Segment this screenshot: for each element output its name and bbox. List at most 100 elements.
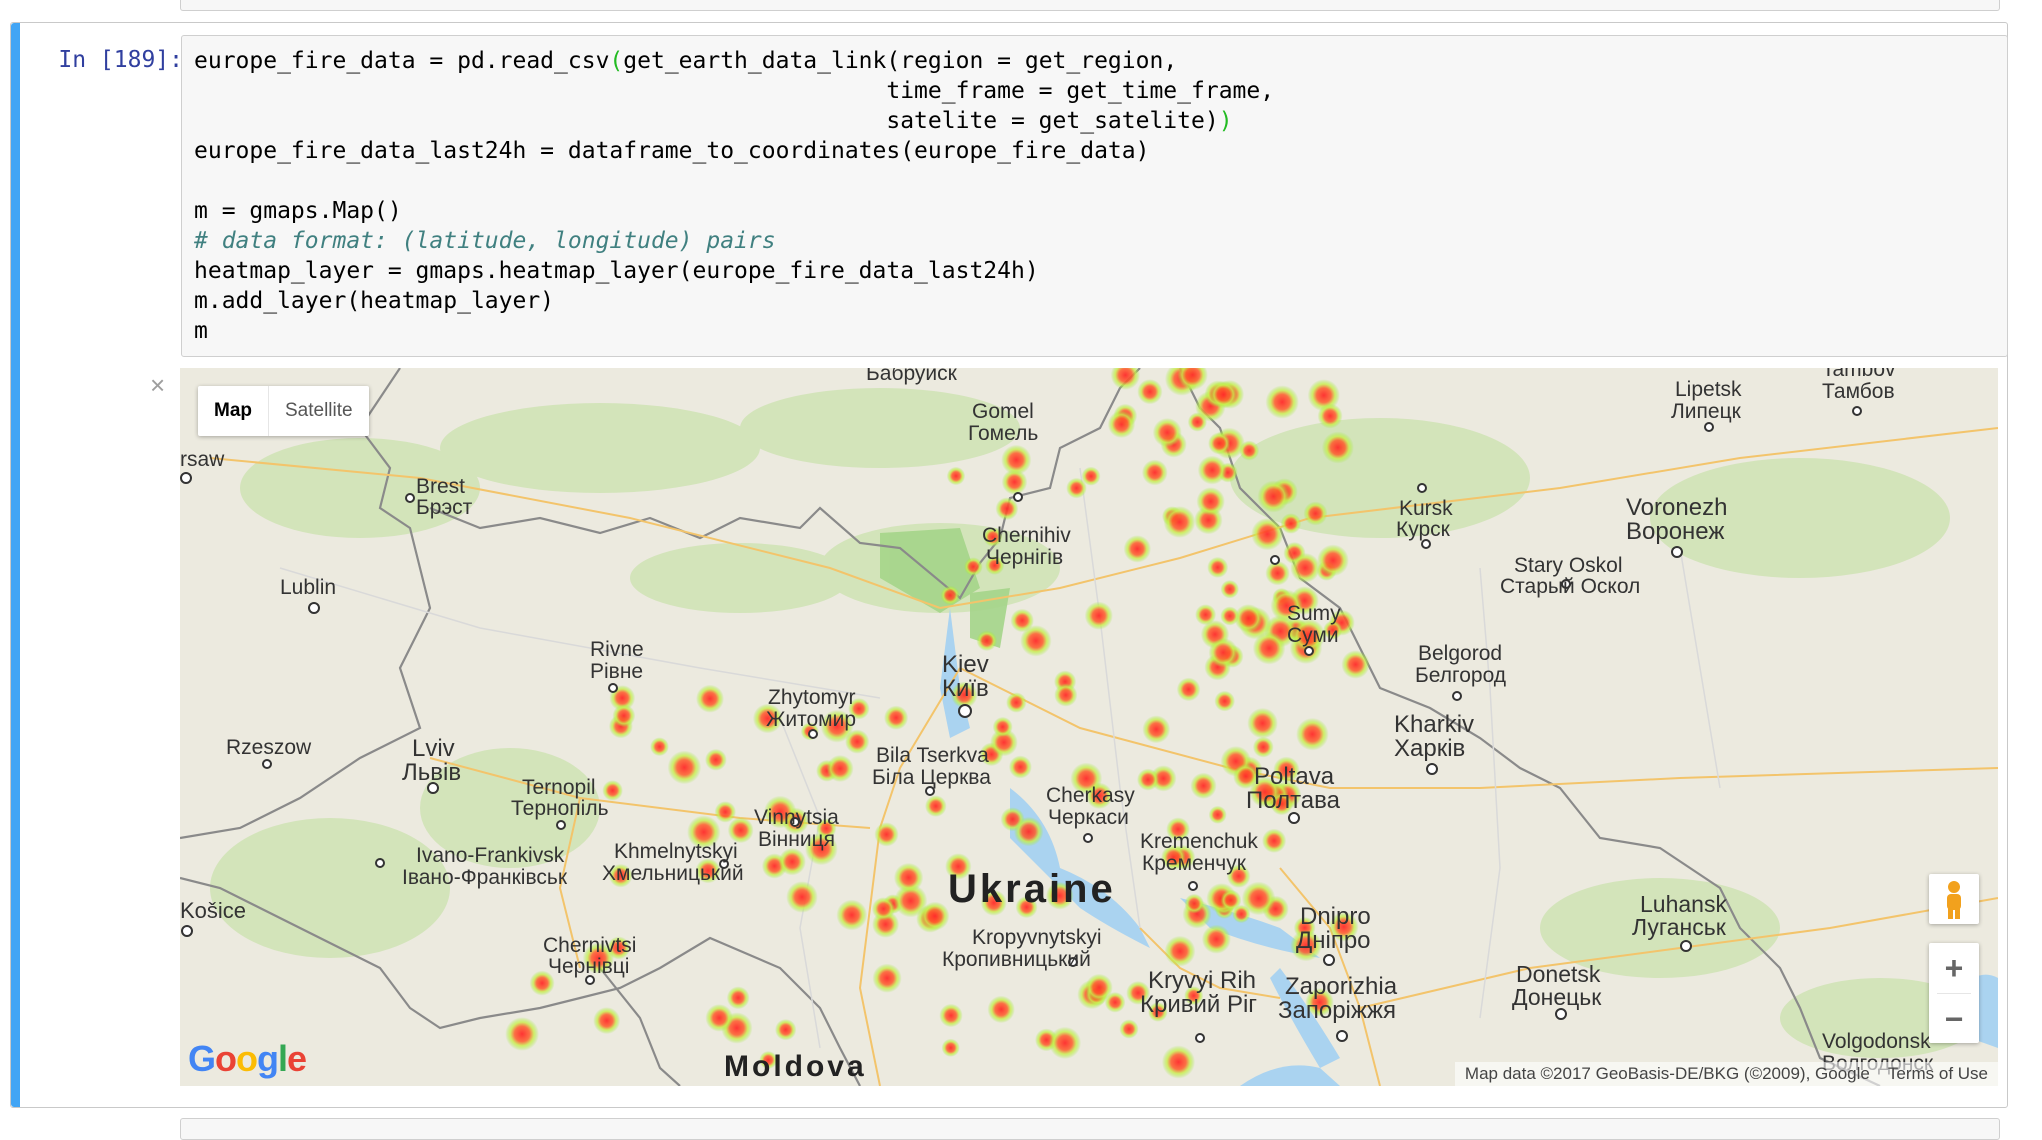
cell-selection-bar [11, 23, 20, 1107]
heat-blob [1220, 580, 1240, 599]
map-data-credit: Map data ©2017 GeoBasis-DE/BKG (©2009), … [1464, 1064, 1870, 1083]
street-view-pegman-button[interactable] [1929, 874, 1979, 924]
zoom-divider [1937, 993, 1971, 994]
heat-blob [763, 795, 797, 829]
city-label-dnipro-ua: Дніпро [1296, 927, 1371, 954]
heat-blob [1176, 677, 1201, 702]
heat-blob [1252, 736, 1274, 758]
heat-blob [1015, 896, 1038, 919]
heat-blob [602, 780, 623, 801]
heat-blob [1054, 683, 1078, 707]
heat-blob [1220, 606, 1240, 626]
heat-blob [1323, 620, 1343, 640]
heat-blob [1001, 444, 1032, 475]
heat-blob [1006, 692, 1027, 713]
heat-blob [1152, 418, 1182, 447]
city-label-volgodonsk: Volgodonsk [1822, 1030, 1931, 1053]
heat-blob [1201, 924, 1231, 954]
heat-blob [705, 1004, 733, 1032]
map-canvas[interactable]: Бабруйск Gomel Гомель rsaw Brest Брэст L… [180, 368, 1998, 1086]
heat-blob [992, 716, 1013, 737]
heat-blob [1290, 552, 1321, 583]
city-label-kharkiv-ua: Харків [1394, 735, 1465, 762]
map-attribution: Map data ©2017 GeoBasis-DE/BKG (©2009), … [1454, 1062, 1998, 1086]
city-label-khmelnytskyi: Khmelnytskyi [614, 840, 738, 863]
city-label-tambov-ru: Тамбов [1822, 380, 1895, 403]
city-label-kursk-ru: Курск [1396, 518, 1451, 541]
city-label-kiev-ua: Київ [942, 675, 989, 702]
city-label-chernivtsi: Chernivtsi [543, 934, 636, 957]
country-borders [180, 368, 1881, 1086]
city-label-rivne-ua: Рівне [590, 660, 643, 683]
city-label-brest-ru: Брэст [416, 496, 473, 519]
city-label-kharkiv: Kharkiv [1394, 711, 1474, 738]
heat-blob [884, 705, 909, 730]
city-label-kropyvnytskyi: Kropyvnytskyi [972, 926, 1102, 949]
code-line: get_earth_data_link(region = get_region, [623, 48, 1178, 74]
city-label-belgorod: Belgorod [1418, 642, 1502, 665]
heat-blob [1066, 477, 1087, 499]
zoom-out-button[interactable]: − [1944, 1001, 1964, 1037]
input-prompt: In [189]: [58, 47, 183, 73]
heat-blob [1163, 506, 1196, 538]
map-type-map-button[interactable]: Map [198, 386, 269, 436]
heat-blob [505, 1017, 539, 1051]
heat-blob [980, 889, 1007, 916]
heat-blob [1107, 410, 1136, 438]
heat-blob [871, 897, 896, 921]
heat-blob [714, 801, 736, 823]
heat-blob [946, 466, 966, 486]
heat-blob [1110, 368, 1141, 390]
heat-blob [650, 737, 669, 757]
city-label-babruysk: Бабруйск [866, 368, 958, 385]
heat-blob [1270, 589, 1303, 622]
zoom-control: + − [1929, 943, 1979, 1043]
city-label-zhytomyr-ua: Житомир [766, 708, 856, 731]
heat-blob [1262, 828, 1287, 853]
city-label-gomel: Gomel [972, 400, 1034, 423]
heat-blob [1184, 893, 1204, 914]
city-label-vinnytsia-ua: Вінниця [758, 828, 835, 851]
heat-blob [1247, 707, 1278, 739]
city-label-chernihiv: Chernihiv [982, 524, 1071, 547]
code-line: heatmap_layer = gmaps.heatmap_layer(euro… [194, 258, 1039, 284]
city-label-donetsk-ua: Донецьк [1512, 984, 1602, 1010]
minor-roads [279, 467, 1721, 1049]
heat-blob [985, 555, 1005, 575]
city-label-kursk: Kursk [1399, 497, 1453, 520]
heat-blob [976, 630, 998, 651]
city-label-kropyvnytskyi-ua: Кропивницький [942, 948, 1091, 971]
heat-blob [1249, 776, 1281, 808]
heat-blob [1014, 816, 1044, 847]
heat-blob [1317, 403, 1343, 429]
terms-of-use-link[interactable]: Terms of Use [1887, 1064, 1988, 1083]
zoom-in-button[interactable]: + [1944, 950, 1964, 986]
code-editor[interactable]: europe_fire_data = pd.read_csv(get_earth… [181, 35, 2008, 357]
heat-blob [1226, 864, 1251, 888]
heat-blob [1126, 981, 1150, 1005]
heat-blob [1177, 368, 1208, 391]
heat-blob [1208, 432, 1231, 455]
code-bracket: ) [1218, 108, 1233, 134]
heat-blob [1137, 768, 1159, 791]
heat-blob [1257, 480, 1290, 513]
city-label-kremenchuk: Kremenchuk [1140, 830, 1258, 853]
city-label-stary-oskol: Stary Oskol [1514, 554, 1623, 577]
city-label-zaporizhia-ua: Запоріжжя [1278, 997, 1396, 1024]
heat-blob [1070, 762, 1103, 795]
heat-blob [786, 881, 818, 913]
code-line: europe_fire_data_last24h = dataframe_to_… [194, 138, 1150, 164]
google-map-widget[interactable]: Бабруйск Gomel Гомель rsaw Brest Брэст L… [180, 368, 1998, 1086]
close-output-icon[interactable]: × [150, 370, 166, 400]
heat-blob [1234, 604, 1263, 633]
map-type-satellite-button[interactable]: Satellite [285, 400, 353, 421]
google-logo: Google [188, 1038, 307, 1079]
city-label-zhytomyr: Zhytomyr [768, 686, 856, 709]
heat-blob [705, 748, 727, 771]
heat-blob [1104, 992, 1126, 1013]
city-label-luhansk-ua: Луганськ [1632, 914, 1727, 940]
heat-blob [687, 815, 721, 849]
city-label-lipetsk: Lipetsk [1675, 378, 1742, 401]
heat-blob [874, 822, 899, 847]
heat-blob [1008, 755, 1032, 779]
